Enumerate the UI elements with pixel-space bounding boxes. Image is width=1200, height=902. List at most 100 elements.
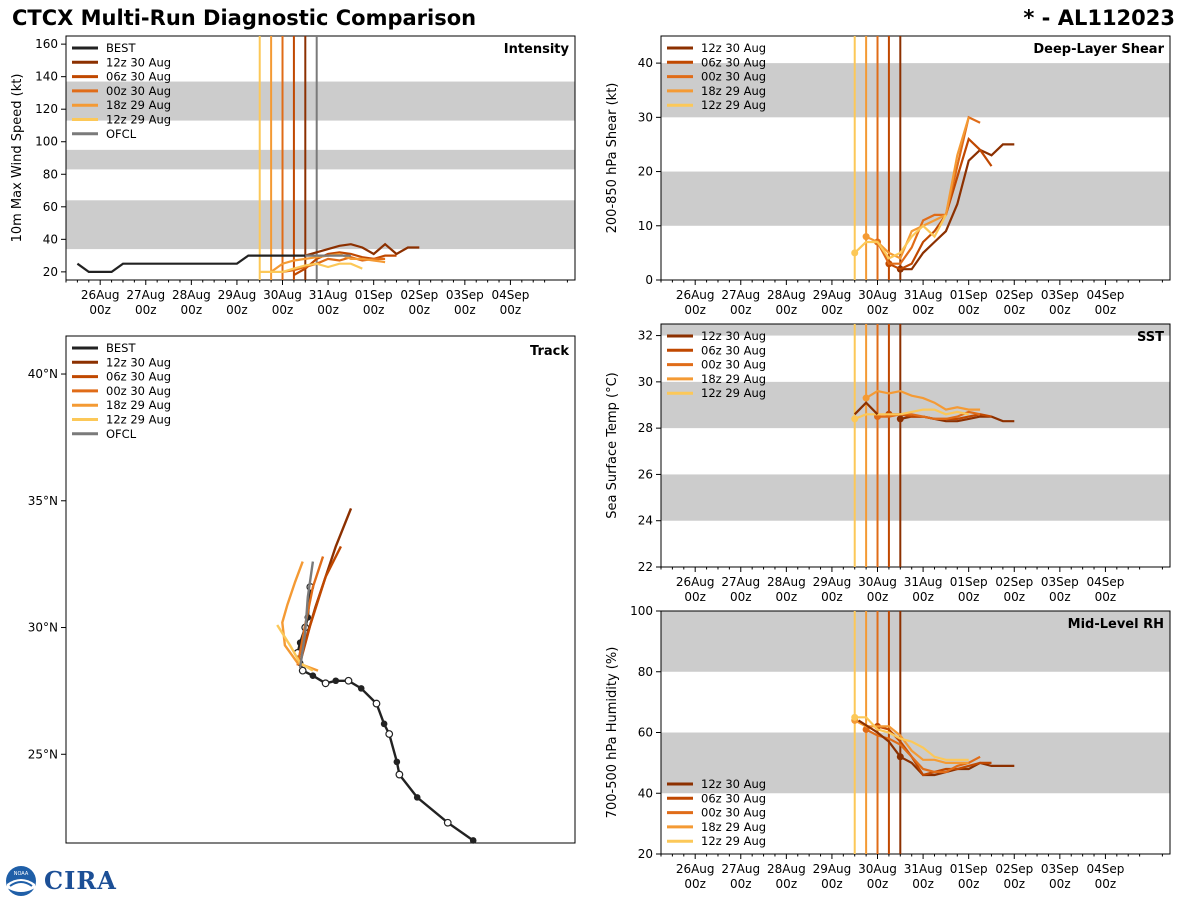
rh-xtick-label: 31Aug	[904, 862, 943, 876]
intensity-ytick-label: 40	[43, 232, 58, 246]
track-series-line	[298, 545, 342, 664]
sst-legend-label: 06z 30 Aug	[701, 343, 766, 357]
shear-xtick-label: 00z	[958, 303, 980, 317]
track-best-point-open	[298, 666, 307, 675]
shear-legend-label: 12z 29 Aug	[701, 98, 766, 112]
sst-xtick-label: 00z	[684, 590, 706, 604]
rh-xtick-label: 30Aug	[858, 862, 897, 876]
rh-series-line	[854, 716, 969, 761]
rh-xtick-label: 00z	[912, 877, 934, 891]
logo-text: CIRA	[44, 866, 117, 895]
shear-ytick-label: 10	[638, 219, 653, 233]
rh-legend-label: 12z 30 Aug	[701, 777, 766, 791]
shear-ytick-label: 0	[645, 273, 653, 287]
rh-xtick-label: 00z	[1003, 877, 1025, 891]
track-legend-label: 06z 30 Aug	[106, 370, 171, 384]
track-lat-label: 30°N	[28, 621, 58, 635]
shear-legend-label: 12z 30 Aug	[701, 41, 766, 55]
sst-xtick-label: 02Sep	[995, 575, 1033, 589]
track-best-point	[309, 672, 317, 679]
sst-band	[661, 381, 1170, 429]
intensity-legend-label: 12z 30 Aug	[106, 55, 171, 69]
sst-xtick-label: 00z	[1003, 590, 1025, 604]
track-series-line	[281, 561, 319, 672]
rh-series-line	[857, 719, 902, 758]
shear-legend-label: 06z 30 Aug	[701, 55, 766, 69]
shear-legend-label: 18z 29 Aug	[701, 84, 766, 98]
track-legend-label: 18z 29 Aug	[106, 398, 171, 412]
track-legend-label: 00z 30 Aug	[106, 384, 171, 398]
rh-xtick-label: 00z	[867, 877, 889, 891]
rh-xtick-label: 26Aug	[676, 862, 715, 876]
track-legend-label: 12z 30 Aug	[106, 355, 171, 369]
sst-xtick-label: 26Aug	[676, 575, 715, 589]
track-best-point-open	[443, 818, 452, 827]
intensity-series-line	[304, 242, 420, 257]
track-best-point-open	[344, 676, 353, 685]
rh-ytick-label: 100	[630, 604, 653, 618]
shear-xtick-label: 29Aug	[813, 288, 852, 302]
intensity-xtick-label: 29Aug	[218, 288, 257, 302]
rh-ytick-label: 40	[638, 786, 653, 800]
intensity-frame	[65, 35, 576, 281]
rh-xtick-label: 00z	[776, 877, 798, 891]
shear-xtick-label: 01Sep	[950, 288, 988, 302]
intensity-xtick-label: 00z	[317, 303, 339, 317]
sst-ytick-label: 30	[638, 375, 653, 389]
track-best-point-open	[385, 730, 394, 738]
intensity-xtick-label: 00z	[454, 303, 476, 317]
rh-ylabel: 700-500 hPa Humidity (%)	[605, 647, 620, 819]
track-series-line	[298, 561, 315, 669]
rh-xtick-label: 00z	[1049, 877, 1071, 891]
rh-legend-label: 00z 30 Aug	[701, 806, 766, 820]
rh-ytick-label: 80	[638, 665, 653, 679]
rh-xtick-label: 00z	[1095, 877, 1117, 891]
intensity-legend-label: 00z 30 Aug	[106, 84, 171, 98]
shear-xtick-label: 00z	[730, 303, 752, 317]
intensity-ytick-label: 20	[43, 265, 58, 279]
sst-series-start	[851, 415, 859, 423]
sst-xtick-label: 27Aug	[721, 575, 760, 589]
page-title: CTCX Multi-Run Diagnostic Comparison	[12, 6, 477, 30]
rh-xtick-label: 00z	[730, 877, 752, 891]
shear-xtick-label: 31Aug	[904, 288, 943, 302]
cira-logo: NOAA CIRA	[4, 864, 117, 898]
sst-xtick-label: 31Aug	[904, 575, 943, 589]
sst-ytick-label: 28	[638, 421, 653, 435]
noaa-icon: NOAA	[6, 866, 36, 896]
track-best-point	[469, 837, 477, 844]
sst-legend-label: 12z 29 Aug	[701, 386, 766, 400]
track-best-point-open	[395, 770, 404, 779]
shear-band	[661, 171, 1170, 226]
intensity-legend-label: BEST	[106, 41, 136, 55]
track-best-point	[393, 758, 401, 766]
intensity-band	[66, 200, 575, 250]
shear-series-start	[851, 249, 859, 257]
shear-series-line	[865, 116, 970, 260]
rh-xtick-label: 02Sep	[995, 862, 1033, 876]
rh-ytick-label: 60	[638, 726, 653, 740]
intensity-xtick-label: 28Aug	[172, 288, 211, 302]
shear-xtick-label: 00z	[867, 303, 889, 317]
sst-xtick-label: 29Aug	[813, 575, 852, 589]
sst-title: SST	[1137, 330, 1164, 345]
intensity-ytick-label: 140	[35, 70, 58, 84]
rh-xtick-label: 03Sep	[1041, 862, 1079, 876]
rh-xtick-label: 28Aug	[767, 862, 806, 876]
shear-xtick-label: 03Sep	[1041, 288, 1079, 302]
track-lat-label: 25°N	[28, 747, 58, 761]
track-best-point	[413, 794, 421, 801]
track-lat-label: 40°N	[28, 367, 58, 381]
sst-series-start	[896, 415, 904, 423]
track-legend-label: 12z 29 Aug	[106, 413, 171, 427]
chart-rh: 20 40 60 80 100 700-500 hPa Humidity (%) 26Aug…	[605, 604, 1171, 891]
sst-legend-label: 12z 30 Aug	[701, 329, 766, 343]
shear-xtick-label: 00z	[1003, 303, 1025, 317]
rh-series-start	[862, 725, 870, 733]
sst-xtick-label: 28Aug	[767, 575, 806, 589]
shear-ylabel: 200-850 hPa Shear (kt)	[605, 83, 620, 234]
intensity-title: Intensity	[504, 42, 570, 57]
shear-ytick-label: 20	[638, 165, 653, 179]
